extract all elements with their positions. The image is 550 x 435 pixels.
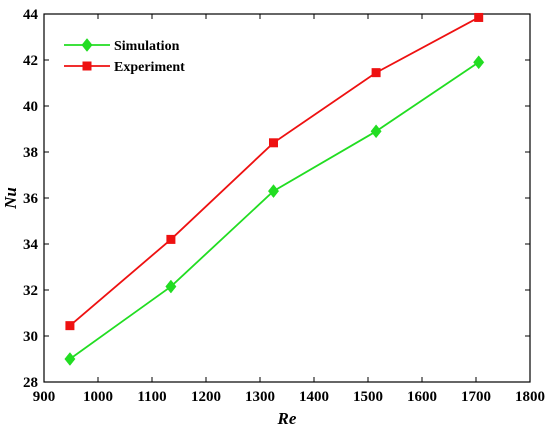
axes: 900 1000 1100 1200 1300 1400 1500 1600 1700 1800 2… [23,7,545,405]
series-experiment [65,12,484,331]
y-tick-label: 40 [23,99,38,115]
x-tick-label: 1000 [83,389,113,405]
y-tick-label: 30 [23,329,38,345]
y-tick-label: 32 [23,283,38,299]
data-point-experiment [371,68,381,78]
series-simulation [64,55,485,366]
legend-label-simulation: Simulation [114,39,180,54]
y-tick-label: 28 [23,375,38,391]
x-tick-label: 1100 [137,389,166,405]
y-axis-title: Nu [1,187,20,210]
legend-label-experiment: Experiment [114,60,185,75]
x-tick-label: 1400 [299,389,329,405]
data-point-simulation [473,55,485,70]
x-tick-label: 1300 [245,389,275,405]
data-point-simulation [267,184,280,199]
data-point-experiment [474,12,484,22]
y-tick-label: 36 [23,191,39,207]
series-layer [64,12,485,366]
x-tick-label: 1600 [407,389,437,405]
legend: Simulation Experiment [64,38,185,75]
data-point-experiment [65,321,75,331]
data-point-simulation [64,352,76,366]
x-axis-title: Re [277,409,297,428]
y-tick-label: 44 [23,7,39,23]
legend-marker-simulation [81,38,93,52]
x-tick-label: 1700 [461,389,491,405]
y-tick-label: 38 [23,145,38,161]
y-tick-label: 42 [23,53,38,69]
data-point-simulation [165,279,177,294]
x-tick-label: 1800 [515,389,545,405]
y-tick-label: 34 [23,237,39,253]
data-point-experiment [166,234,176,244]
series-line-simulation [69,61,480,360]
legend-marker-experiment [82,61,92,71]
data-point-experiment [269,138,278,148]
data-point-simulation [370,124,382,139]
x-tick-label: 1500 [353,389,383,405]
x-tick-label: 900 [33,389,56,405]
x-tick-label: 1200 [191,389,221,405]
